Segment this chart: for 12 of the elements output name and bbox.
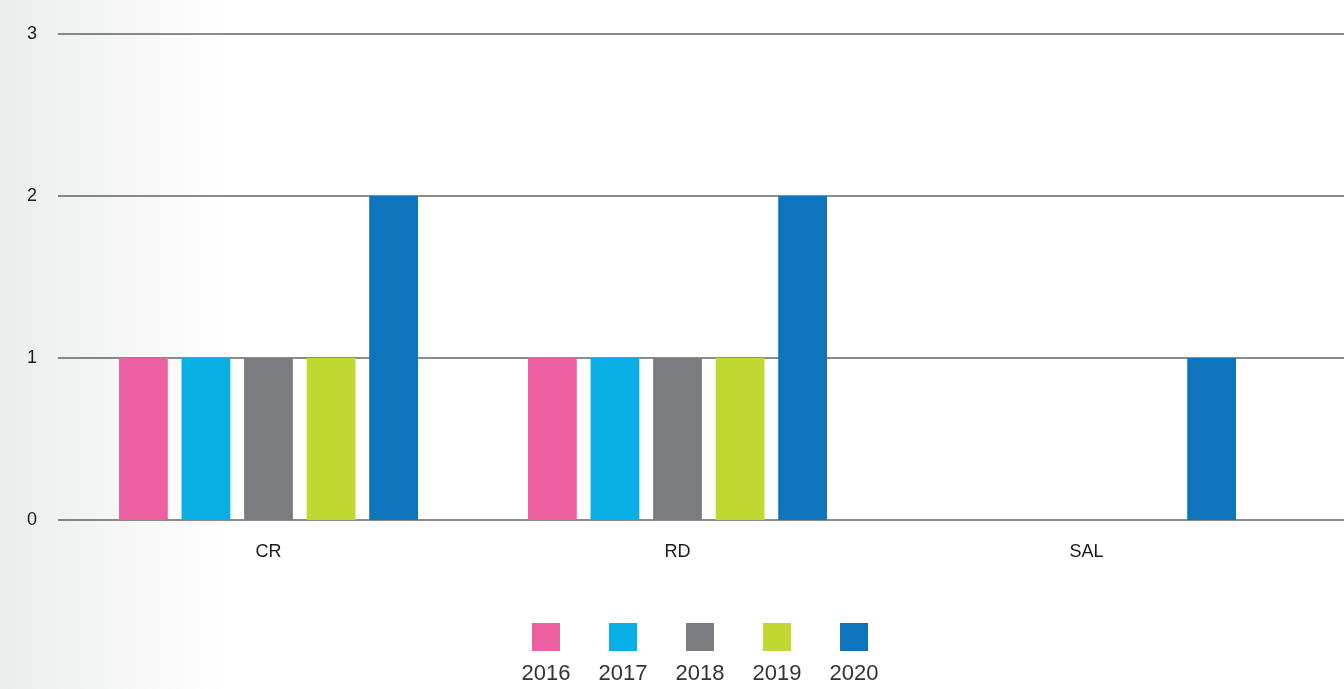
y-tick-label: 0 [26,508,38,529]
legend-label: 2019 [752,660,802,685]
x-tick-label: SAL [1069,541,1104,561]
legend-label: 2016 [521,660,571,685]
x-tick-label: RD [664,541,691,561]
x-tick-label: CR [255,541,282,561]
y-tick-label: 3 [26,22,38,43]
legend-label: 2017 [598,660,648,685]
legend-label: 2018 [675,660,725,685]
legend-label: 2020 [829,660,879,685]
y-tick-label: 2 [26,184,38,205]
y-tick-label: 1 [26,346,38,367]
